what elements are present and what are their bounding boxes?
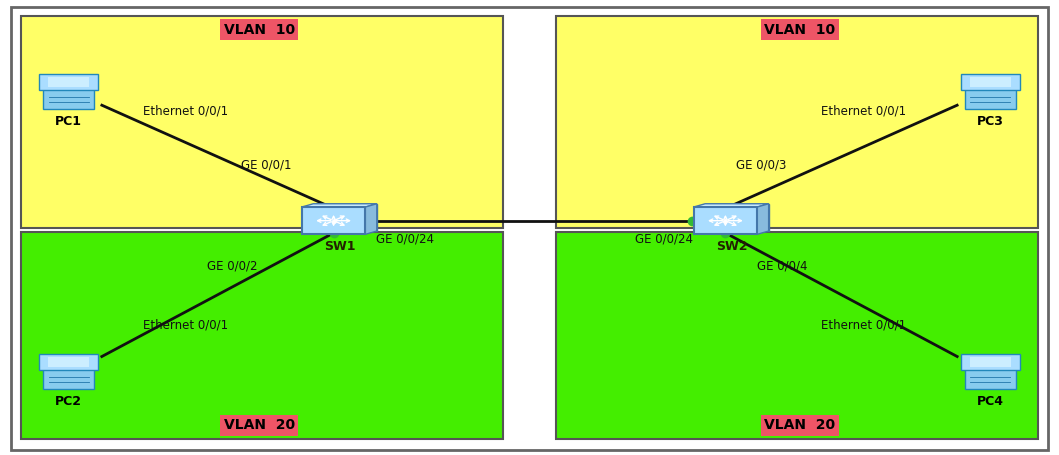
FancyBboxPatch shape [961,354,1020,370]
Text: PC2: PC2 [55,394,83,408]
FancyBboxPatch shape [21,16,503,228]
Text: Ethernet 0/0/1: Ethernet 0/0/1 [143,319,228,332]
FancyBboxPatch shape [961,74,1020,90]
Text: Ethernet 0/0/1: Ethernet 0/0/1 [143,105,228,118]
FancyBboxPatch shape [302,207,365,234]
Polygon shape [313,204,377,231]
Text: VLAN  10: VLAN 10 [764,23,836,36]
Text: GE 0/0/3: GE 0/0/3 [736,158,787,171]
Text: SW1: SW1 [324,240,356,253]
Polygon shape [302,204,377,207]
Text: GE 0/0/2: GE 0/0/2 [207,260,257,273]
Text: GE 0/0/24: GE 0/0/24 [635,233,694,245]
Text: VLAN  20: VLAN 20 [223,419,295,432]
Text: GE 0/0/1: GE 0/0/1 [241,158,292,171]
Text: VLAN  20: VLAN 20 [764,419,836,432]
FancyBboxPatch shape [49,77,89,87]
FancyBboxPatch shape [965,88,1016,109]
Polygon shape [694,204,769,207]
Text: Ethernet 0/0/1: Ethernet 0/0/1 [821,105,905,118]
FancyBboxPatch shape [556,232,1038,439]
FancyBboxPatch shape [694,207,757,234]
FancyBboxPatch shape [556,16,1038,228]
Text: Ethernet 0/0/1: Ethernet 0/0/1 [821,319,905,332]
Polygon shape [705,204,769,231]
Text: VLAN  10: VLAN 10 [223,23,295,36]
FancyBboxPatch shape [21,232,503,439]
FancyBboxPatch shape [43,88,94,109]
FancyBboxPatch shape [39,354,98,370]
FancyBboxPatch shape [970,357,1011,367]
Polygon shape [365,204,377,234]
FancyBboxPatch shape [43,368,94,389]
FancyBboxPatch shape [49,357,89,367]
FancyBboxPatch shape [965,368,1016,389]
Text: GE 0/0/24: GE 0/0/24 [376,233,434,245]
Text: SW2: SW2 [716,240,748,253]
FancyBboxPatch shape [970,77,1011,87]
Text: PC1: PC1 [55,115,83,128]
Text: PC4: PC4 [976,394,1004,408]
Text: GE 0/0/4: GE 0/0/4 [757,260,808,273]
Polygon shape [757,204,769,234]
Text: PC3: PC3 [976,115,1004,128]
FancyBboxPatch shape [39,74,98,90]
